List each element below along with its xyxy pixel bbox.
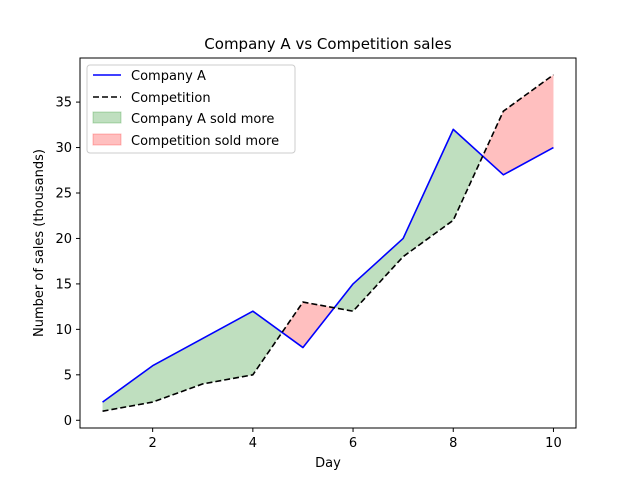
x-tick-label: 4 bbox=[249, 436, 257, 451]
y-tick-label: 15 bbox=[55, 277, 72, 292]
x-axis-label: Day bbox=[315, 456, 341, 471]
fill-competition-sold-more-3 bbox=[482, 74, 554, 175]
y-axis-ticks: 0 5 10 15 20 25 30 35 bbox=[55, 96, 80, 429]
legend: Company A Competition Company A sold mor… bbox=[86, 64, 296, 154]
fill-competition-sold-more-1 bbox=[282, 302, 335, 348]
y-tick-label: 0 bbox=[64, 414, 72, 429]
legend-box bbox=[86, 64, 296, 154]
axes-frame bbox=[79, 57, 577, 429]
y-tick-label: 20 bbox=[55, 232, 72, 247]
y-tick-label: 30 bbox=[55, 141, 72, 156]
plot-area bbox=[102, 74, 554, 412]
y-tick-label: 5 bbox=[64, 368, 72, 383]
x-axis-ticks: 2 4 6 8 10 bbox=[149, 428, 562, 451]
y-tick-label: 35 bbox=[55, 96, 72, 111]
y-tick-label: 10 bbox=[55, 323, 72, 338]
series-line-company-a bbox=[102, 128, 554, 403]
chart-title: Company A vs Competition sales bbox=[204, 35, 452, 53]
x-tick-label: 8 bbox=[449, 436, 457, 451]
legend-swatch-company-a-sold-more bbox=[92, 111, 122, 124]
legend-label-company-a: Company A bbox=[131, 69, 206, 84]
x-tick-label: 10 bbox=[545, 436, 562, 451]
y-tick-label: 25 bbox=[55, 187, 72, 202]
legend-label-competition: Competition bbox=[131, 91, 211, 106]
x-tick-label: 6 bbox=[349, 436, 357, 451]
legend-swatch-competition-sold-more bbox=[92, 133, 122, 146]
y-axis-label: Number of sales (thousands) bbox=[32, 149, 47, 337]
fill-company-a-sold-more-2 bbox=[334, 129, 483, 312]
legend-label-company-a-sold-more: Company A sold more bbox=[131, 112, 274, 127]
fill-company-a-sold-more-0 bbox=[102, 311, 283, 412]
legend-label-competition-sold-more: Competition sold more bbox=[131, 134, 279, 149]
series-line-competition bbox=[102, 74, 554, 412]
x-tick-label: 2 bbox=[149, 436, 157, 451]
